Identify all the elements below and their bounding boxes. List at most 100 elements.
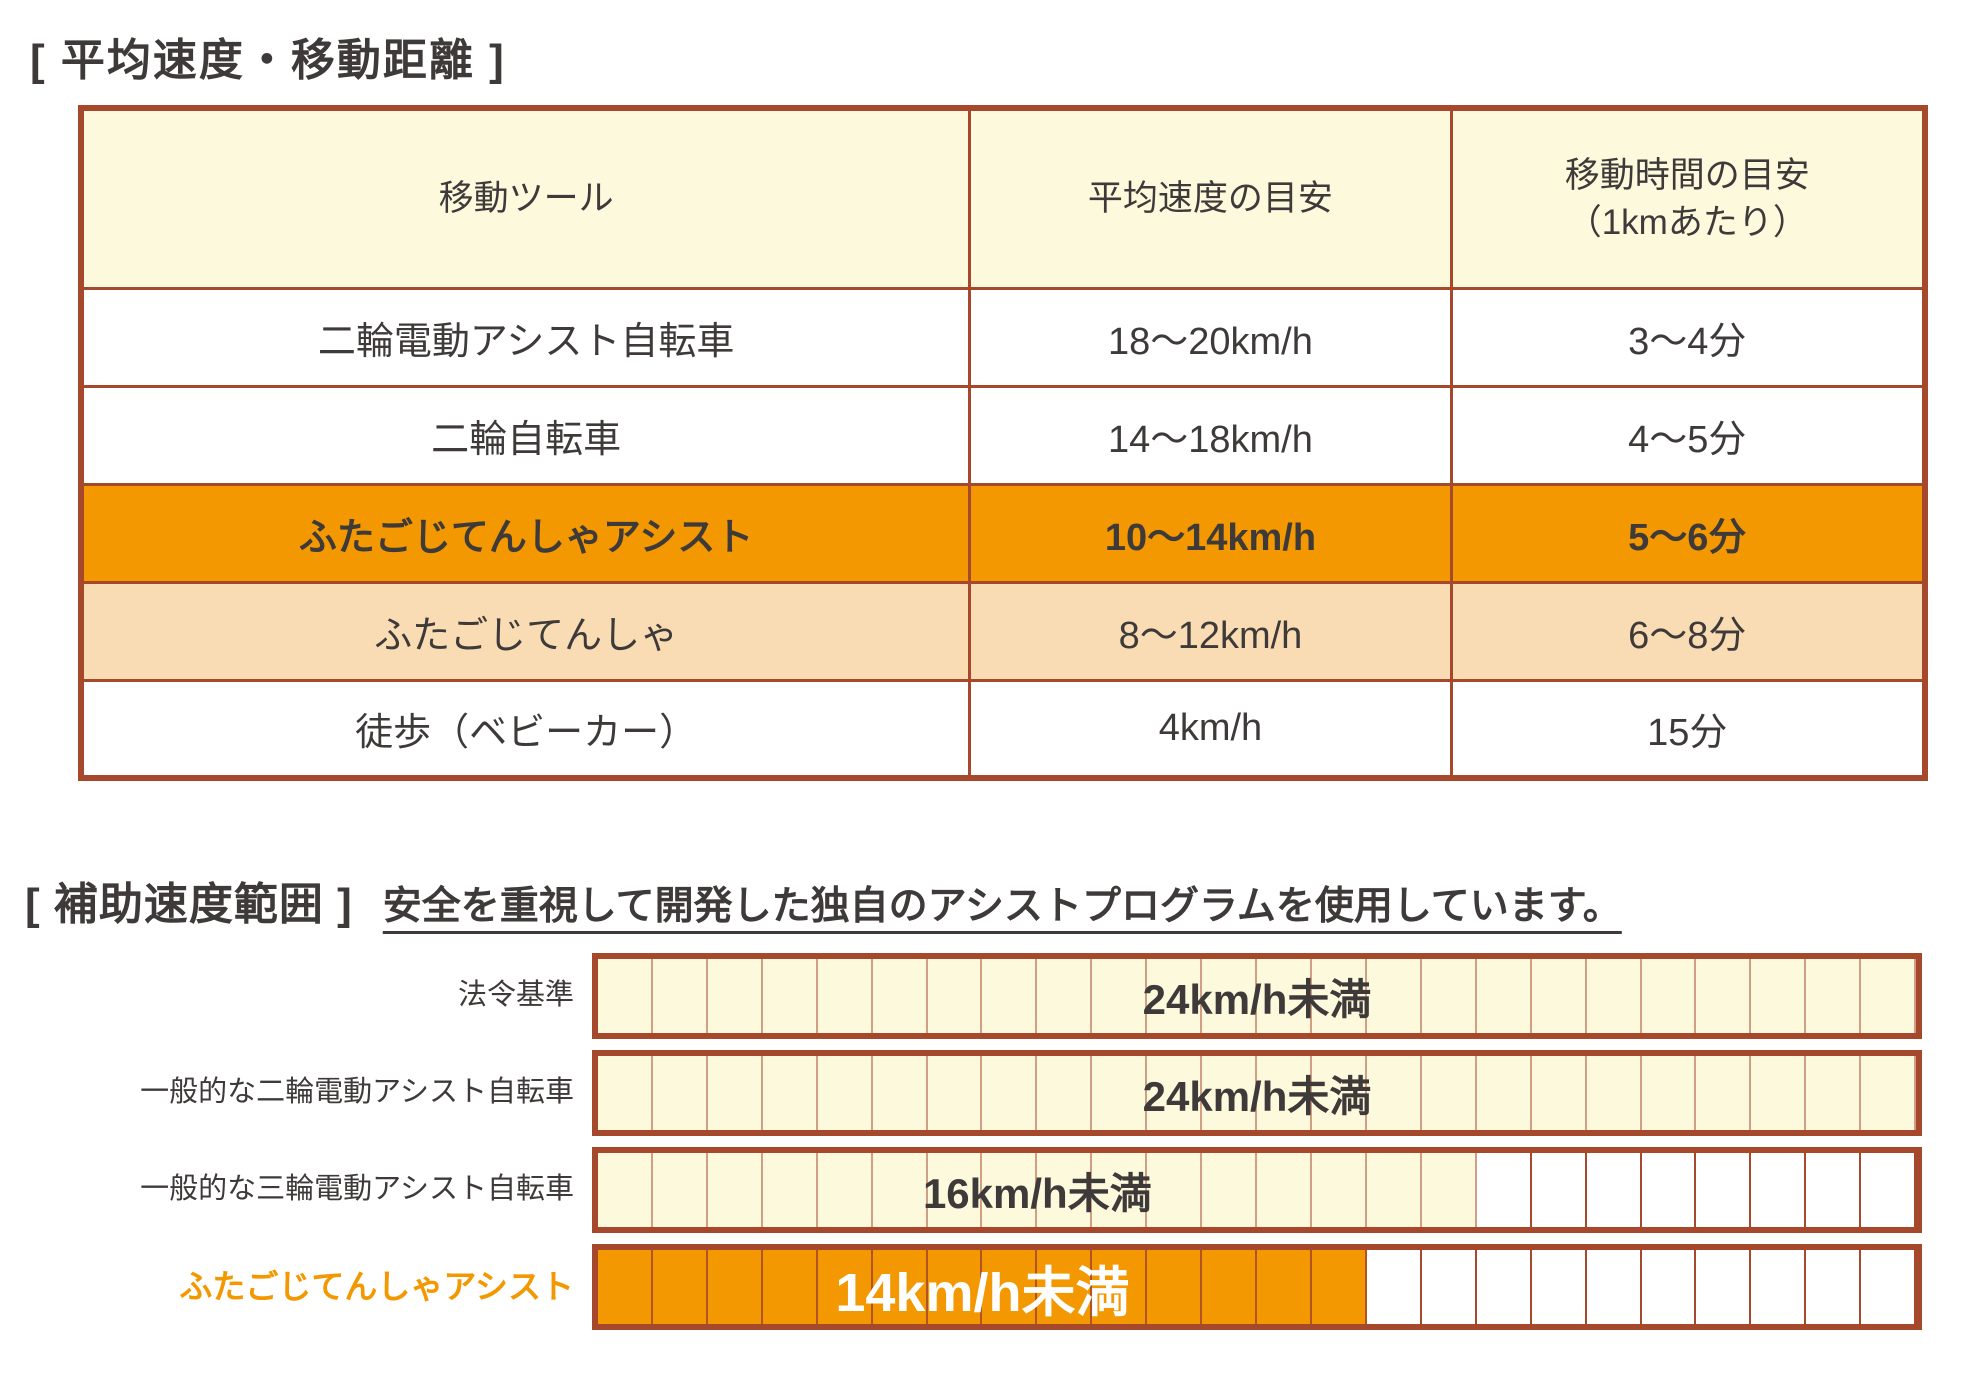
speed-cell: 4km/h [968,678,1453,780]
bar-category-label: ふたごじてんしゃアシスト [179,1267,574,1305]
bar-cell [982,959,1038,1033]
speed-distance-table: 移動ツール 平均速度の目安 移動時間の目安 （1kmあたり） 二輪電動アシスト自… [78,105,1928,781]
chart-bar-row: ふたごじてんしゃアシスト 14km/h未満 [0,1244,1948,1330]
bar-cell [817,1153,873,1227]
bar-cell [707,1153,763,1227]
table-row: ふたごじてんしゃアシスト 10〜14km/h 5〜6分 [79,482,1927,584]
bar-cell [1311,1056,1367,1130]
bar-cell [1586,959,1642,1033]
bar-cell [1806,1056,1862,1130]
speed-cell: 18〜20km/h [968,286,1453,388]
bar-cell [1311,959,1367,1033]
speed-cell: 10〜14km/h [968,482,1453,584]
bar-track: 14km/h未満 [592,1244,1922,1330]
bar-cell [927,959,983,1033]
bar-cell [817,1250,873,1324]
time-cell: 5〜6分 [1449,482,1927,584]
bar-cell [762,1056,818,1130]
bar-cell [1806,1153,1862,1227]
bar-cell [1147,1250,1203,1324]
bar-cell [652,1250,708,1324]
tool-cell: 徒歩（ベビーカー） [79,678,972,780]
bar-cell [1092,1153,1148,1227]
bar-cell [817,959,873,1033]
bar-cell [982,1056,1038,1130]
bar-cell [1147,959,1203,1033]
bar-cell [1421,1153,1477,1227]
bar-cell [1421,1056,1477,1130]
bar-cell [1861,959,1917,1033]
bar-cell [1311,1153,1367,1227]
bar-cell [762,1153,818,1227]
bar-cell [927,1250,983,1324]
bar-cell [1147,1153,1203,1227]
bar-cell [598,1153,653,1227]
header-speed: 平均速度の目安 [968,106,1453,290]
bar-cell [1586,1153,1642,1227]
section-title-assist-speed-range: [ 補助速度範囲 ] [25,880,353,929]
bar-cell [1531,1250,1587,1324]
bar-cell [652,1153,708,1227]
assist-program-note: 安全を重視して開発した独自のアシストプログラムを使用しています。 [382,885,1622,928]
bar-cell [707,1250,763,1324]
bar-category-label: 一般的な二輪電動アシスト自転車 [140,1076,574,1109]
speed-cell: 14〜18km/h [968,384,1453,486]
bar-cell [1092,1056,1148,1130]
bar-cell [1861,1056,1917,1130]
bar-cell [872,1056,928,1130]
bar-cell [1806,959,1862,1033]
bar-cell [1202,1250,1258,1324]
bar-cell [1092,959,1148,1033]
bar-cell [927,1056,983,1130]
tool-cell: ふたごじてんしゃアシスト [79,482,972,584]
bar-cell [1366,1153,1422,1227]
bar-cell [1586,1056,1642,1130]
bar-category-label: 法令基準 [457,979,574,1012]
bar-cell [1696,959,1752,1033]
bar-cell [762,959,818,1033]
bar-track: 24km/h未満 [592,953,1922,1039]
bar-cell [1202,959,1258,1033]
bar-cell [982,1153,1038,1227]
chart-bar-row: 法令基準 24km/h未満 [0,953,1948,1039]
bar-cell [652,959,708,1033]
bar-cell [1421,1250,1477,1324]
time-cell: 3〜4分 [1449,286,1927,388]
bar-cell [1586,1250,1642,1324]
header-time: 移動時間の目安 （1kmあたり） [1449,106,1927,290]
bar-cell [1037,1056,1093,1130]
bar-cell [1751,1056,1807,1130]
bar-cell [817,1056,873,1130]
header-tool: 移動ツール [79,106,972,290]
speed-table-body: 二輪電動アシスト自転車 18〜20km/h 3〜4分 二輪自転車 14〜18km/h 4〜… [79,286,1927,780]
table-header-row: 移動ツール 平均速度の目安 移動時間の目安 （1kmあたり） [79,106,1927,290]
bar-cell [598,959,653,1033]
bar-cell [1696,1250,1752,1324]
bar-cell [1092,1250,1148,1324]
tool-cell: 二輪自転車 [79,384,972,486]
table-row: 二輪自転車 14〜18km/h 4〜5分 [79,384,1927,486]
header-time-line1: 移動時間の目安 [1564,155,1810,195]
section-title-average-speed: [ 平均速度・移動距離 ] [30,36,506,85]
bar-cell [1641,1250,1697,1324]
bar-cell [598,1056,653,1130]
bar-cell [1476,959,1532,1033]
bar-cell [1476,1153,1532,1227]
bar-cell [1147,1056,1203,1130]
bar-cell [1531,1153,1587,1227]
bar-cell [1531,959,1587,1033]
bar-cell [1311,1250,1367,1324]
bar-cell [872,959,928,1033]
bar-track: 24km/h未満 [592,1050,1922,1136]
bar-cell [1366,1056,1422,1130]
bar-cell [1696,1056,1752,1130]
bar-cell [598,1250,653,1324]
assist-speed-heading: [ 補助速度範囲 ] 安全を重視して開発した独自のアシストプログラムを使用してい… [25,868,1622,932]
bar-cell [1641,959,1697,1033]
bar-cell [872,1250,928,1324]
bar-cell [707,1056,763,1130]
speed-cell: 8〜12km/h [968,580,1453,682]
bar-cell [1696,1153,1752,1227]
bar-cell [1476,1250,1532,1324]
bar-track: 16km/h未満 [592,1147,1922,1233]
